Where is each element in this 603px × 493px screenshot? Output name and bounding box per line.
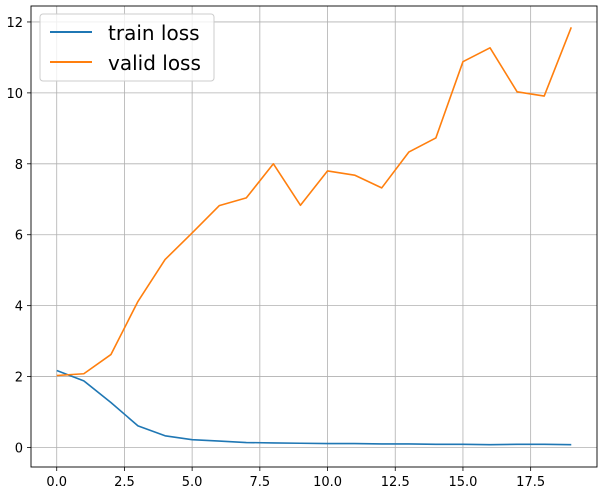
plot-frame: [30, 5, 598, 468]
y-tick-label: 6: [15, 229, 23, 244]
x-tick-label: 10.0: [313, 475, 342, 490]
y-tick-label: 4: [15, 300, 23, 315]
y-tick-label: 0: [15, 441, 23, 456]
legend-label-valid-loss: valid loss: [108, 51, 201, 75]
x-tick-label: 5.0: [182, 475, 203, 490]
y-axis: 0 2 4 6 8 10 12: [6, 16, 31, 456]
y-tick-label: 2: [15, 371, 23, 386]
x-tick-label: 2.5: [114, 475, 135, 490]
y-tick-label: 8: [15, 158, 23, 173]
y-tick-label: 10: [6, 87, 23, 102]
x-tick-label: 7.5: [249, 475, 270, 490]
series-line-valid-loss: [56, 26, 573, 377]
x-tick-label: 15.0: [448, 475, 477, 490]
legend: train loss valid loss: [39, 13, 215, 82]
x-tick-label: 0.0: [46, 475, 67, 490]
legend-label-train-loss: train loss: [108, 21, 200, 45]
x-tick-label: 17.5: [516, 475, 545, 490]
grid-lines: [31, 6, 597, 467]
x-tick-label: 12.5: [381, 475, 410, 490]
legend-box: [39, 13, 215, 82]
x-axis: 0.0 2.5 5.0 7.5 10.0 12.5 15.0 17.5: [46, 467, 545, 490]
series-line-train-loss: [56, 369, 572, 446]
series-lines: [56, 26, 573, 446]
y-tick-label: 12: [6, 16, 23, 31]
